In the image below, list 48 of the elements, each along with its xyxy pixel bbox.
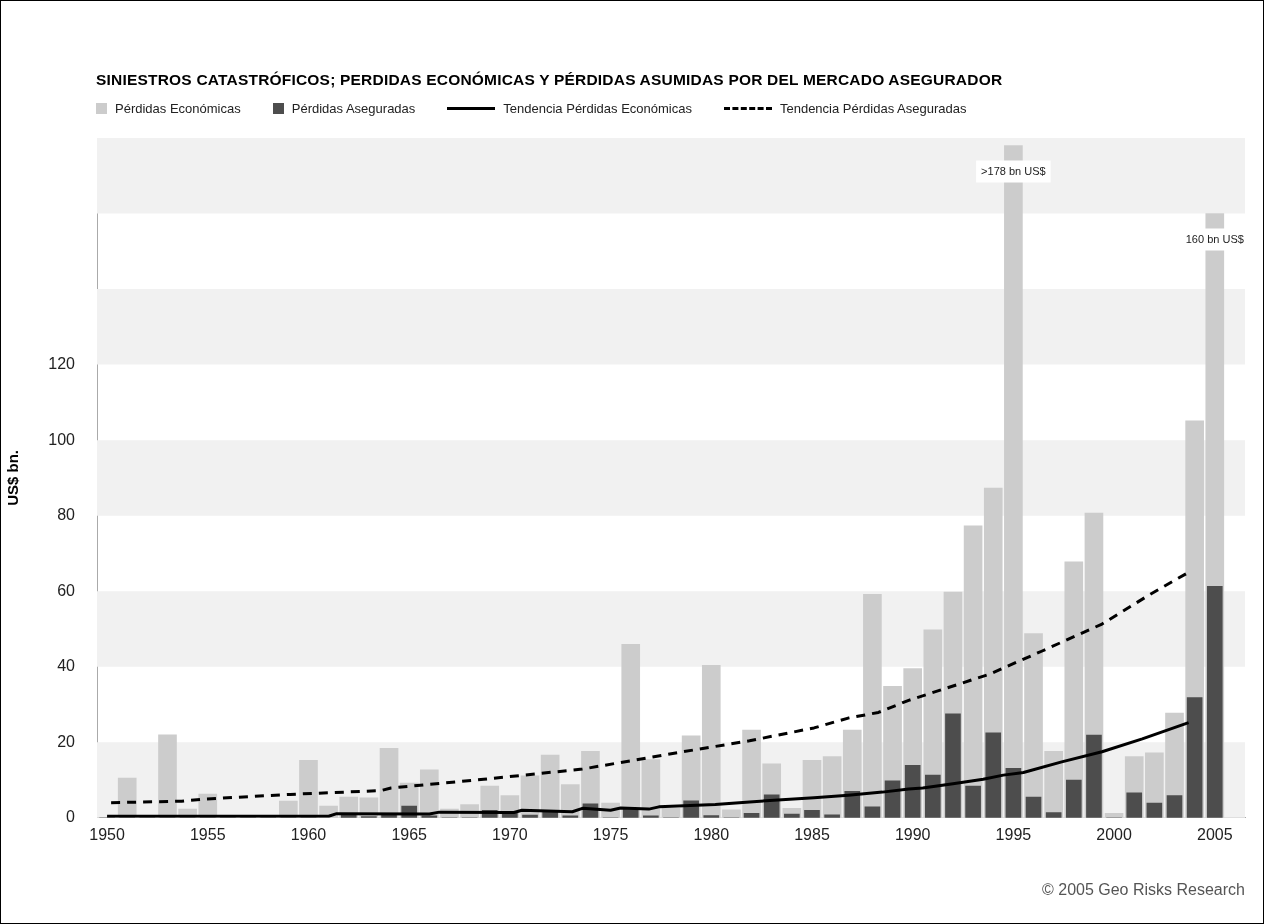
bar — [965, 785, 981, 818]
bar — [963, 525, 983, 818]
bar — [1206, 585, 1223, 818]
bar — [379, 747, 399, 818]
text: © 2005 Geo Risks Research — [1042, 881, 1245, 899]
chart-title: SINIESTROS CATASTRÓFICOS; PERDIDAS ECONÓMICAS Y PÉRDIDAS ASUMIDAS POR DEL MERCADO ASEGURADOR — [96, 71, 1003, 89]
bar — [1086, 734, 1102, 818]
x-tick-label: 2005 — [1196, 825, 1233, 843]
bar — [117, 777, 137, 818]
legend-label: Tendencia Pérdidas Aseguradas — [778, 101, 967, 116]
bar — [661, 808, 681, 818]
bar — [904, 764, 921, 818]
y-tick-label: 20 — [57, 732, 76, 750]
bar — [945, 713, 961, 818]
bar — [1025, 796, 1042, 818]
bar — [985, 732, 1002, 818]
legend-label: Pérdidas Aseguradas — [290, 101, 416, 116]
bar — [641, 759, 661, 818]
bar — [1065, 779, 1082, 818]
x-tick-label: 1955 — [189, 825, 226, 843]
x-tick-label: 1975 — [592, 825, 629, 843]
y-tick-label: 120 — [48, 355, 76, 373]
bar — [925, 774, 941, 818]
x-tick-label: 2000 — [1096, 825, 1132, 843]
annotation: 160 bn US$ — [1185, 232, 1244, 245]
y-tick-label: 0 — [66, 808, 76, 826]
bar — [824, 814, 840, 818]
bar — [1126, 792, 1143, 818]
y-axis-title: US$ bn. — [4, 449, 22, 506]
annotation: >178 bn US$ — [981, 164, 1046, 177]
x-tick-label: 1985 — [794, 825, 830, 843]
bar — [1186, 697, 1203, 818]
x-tick-label: 1990 — [894, 825, 931, 843]
legend-label: Pérdidas Económicas — [114, 101, 241, 116]
bar — [1166, 795, 1183, 818]
y-tick-label: 100 — [48, 430, 76, 448]
y-tick-label: 40 — [57, 657, 76, 675]
x-tick-label: 1960 — [290, 825, 327, 843]
bar — [822, 756, 842, 818]
x-tick-label: 1970 — [492, 825, 528, 843]
legend-label: Tendencia Pérdidas Económicas — [502, 101, 692, 116]
x-tick-label: 1950 — [89, 825, 125, 843]
y-tick-label: 60 — [57, 581, 76, 599]
bar — [804, 809, 820, 818]
x-tick-label: 1995 — [995, 825, 1032, 843]
x-tick-label: 1965 — [391, 825, 428, 843]
x-tick-label: 1980 — [693, 825, 730, 843]
y-tick-label: 80 — [57, 506, 76, 524]
